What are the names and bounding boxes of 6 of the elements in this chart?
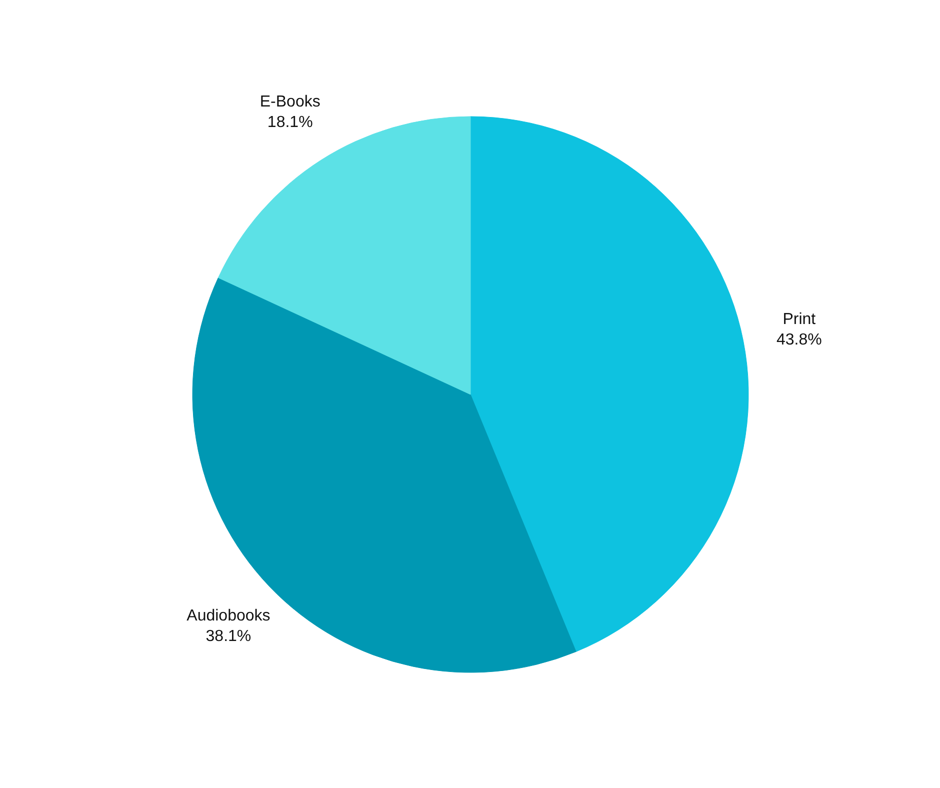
slice-label: E-Books xyxy=(260,94,320,111)
data-label: 43.8% xyxy=(776,331,822,348)
slice-label: Audiobooks xyxy=(186,607,270,624)
data-label: 38.1% xyxy=(206,628,252,645)
data-label: 18.1% xyxy=(267,114,313,131)
slice-label: Print xyxy=(782,310,816,328)
